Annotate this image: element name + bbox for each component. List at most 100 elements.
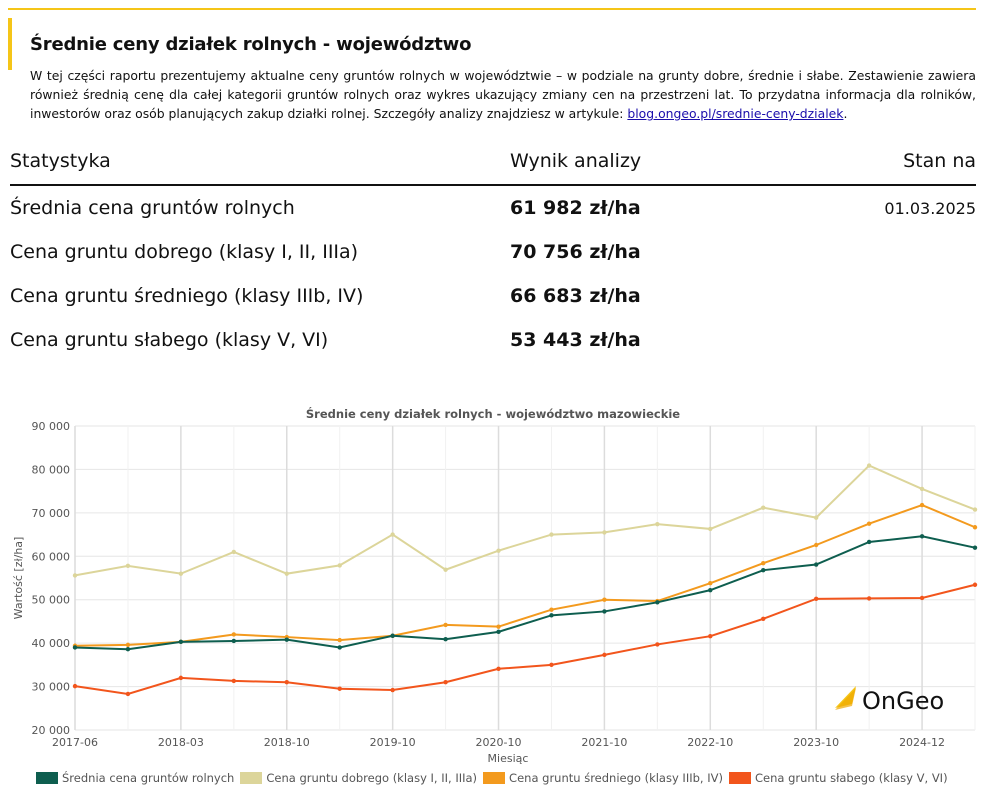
data-point bbox=[72, 645, 78, 650]
data-point bbox=[919, 595, 925, 601]
stat-value: 53 443 zł/ha bbox=[510, 329, 641, 351]
data-point bbox=[496, 629, 501, 635]
x-tick-label: 2018-03 bbox=[158, 736, 204, 749]
data-point bbox=[390, 532, 395, 537]
stat-value: 61 982 zł/ha bbox=[510, 197, 641, 219]
x-tick-label: 2023-10 bbox=[793, 736, 839, 749]
y-tick-label: 30 000 bbox=[32, 681, 71, 694]
ongeo-logo-text: OnGeo bbox=[862, 687, 944, 715]
data-point bbox=[178, 675, 184, 681]
data-point bbox=[866, 521, 872, 526]
data-point bbox=[231, 632, 237, 637]
data-point bbox=[72, 573, 78, 578]
data-point bbox=[602, 652, 607, 658]
data-point bbox=[390, 687, 395, 693]
table-row: Cena gruntu słabego (klasy V, VI) 53 443… bbox=[10, 318, 976, 362]
data-point bbox=[496, 548, 501, 553]
data-point bbox=[655, 521, 660, 527]
header-stan-na: Stan na bbox=[810, 146, 976, 186]
price-line-chart: Średnie ceny działek rolnych - województ… bbox=[12, 406, 978, 765]
data-point bbox=[708, 526, 713, 532]
data-point bbox=[549, 607, 554, 612]
y-tick-label: 90 000 bbox=[32, 420, 71, 433]
data-point bbox=[443, 637, 448, 642]
data-point bbox=[337, 637, 342, 643]
section-header: Średnie ceny działek rolnych - województ… bbox=[8, 18, 976, 122]
data-point bbox=[708, 581, 713, 586]
data-point bbox=[549, 613, 554, 618]
data-point bbox=[337, 686, 342, 691]
data-point bbox=[866, 463, 872, 468]
chart-series bbox=[72, 463, 978, 697]
y-tick-label: 50 000 bbox=[32, 594, 71, 607]
data-point bbox=[761, 567, 766, 573]
data-point bbox=[972, 582, 978, 587]
table-row: Cena gruntu średniego (klasy IIIb, IV) 6… bbox=[10, 274, 976, 318]
data-point bbox=[602, 530, 607, 535]
data-point bbox=[125, 647, 131, 652]
stat-date bbox=[810, 318, 976, 362]
chart-legend: Średnia cena gruntów rolnych Cena gruntu … bbox=[36, 771, 954, 785]
legend-label: Cena gruntu średniego (klasy IIIb, IV) bbox=[509, 771, 723, 785]
data-point bbox=[337, 563, 342, 568]
data-point bbox=[919, 502, 925, 508]
data-point bbox=[72, 683, 78, 689]
y-tick-label: 80 000 bbox=[32, 463, 71, 476]
data-point bbox=[813, 562, 819, 567]
y-axis-label: Wartość [zł/ha] bbox=[12, 537, 25, 620]
stat-date: 01.03.2025 bbox=[884, 198, 976, 218]
stat-value: 70 756 zł/ha bbox=[510, 241, 641, 263]
chart-title: Średnie ceny działek rolnych - województ… bbox=[306, 406, 680, 421]
data-point bbox=[231, 678, 237, 684]
data-point bbox=[655, 600, 660, 605]
stat-date bbox=[810, 274, 976, 318]
data-point bbox=[125, 691, 131, 697]
data-point bbox=[231, 638, 237, 644]
y-tick-label: 60 000 bbox=[32, 550, 71, 563]
stats-header-row: Statystyka Wynik analizy Stan na bbox=[10, 146, 976, 186]
stats-table: Statystyka Wynik analizy Stan na Średnia… bbox=[10, 146, 976, 362]
stat-value: 66 683 zł/ha bbox=[510, 285, 641, 307]
y-tick-label: 40 000 bbox=[32, 637, 71, 650]
article-link[interactable]: blog.ongeo.pl/srednie-ceny-dzialek bbox=[627, 106, 844, 121]
chart-grid bbox=[74, 425, 976, 731]
ongeo-logo: OnGeo bbox=[835, 686, 944, 715]
legend-item[interactable]: Średnia cena gruntów rolnych bbox=[36, 771, 234, 785]
data-point bbox=[549, 662, 554, 668]
legend-item[interactable]: Cena gruntu dobrego (klasy I, II, IIIa) bbox=[240, 771, 477, 785]
x-tick-label: 2018-10 bbox=[264, 736, 310, 749]
y-tick-label: 70 000 bbox=[32, 507, 71, 520]
data-point bbox=[813, 596, 819, 602]
data-point bbox=[972, 545, 978, 550]
data-point bbox=[972, 525, 978, 530]
x-tick-label: 2020-10 bbox=[476, 736, 522, 749]
ongeo-logo-icon-shade bbox=[835, 688, 856, 710]
x-axis-label: Miesiąc bbox=[488, 752, 529, 765]
intro-paragraph: W tej części raportu prezentujemy aktual… bbox=[30, 66, 976, 123]
header-statystyka: Statystyka bbox=[10, 146, 510, 186]
legend-label: Cena gruntu słabego (klasy V, VI) bbox=[754, 771, 948, 785]
x-tick-label: 2017-06 bbox=[52, 736, 98, 749]
legend-item[interactable]: Cena gruntu słabego (klasy V, VI) bbox=[728, 771, 948, 785]
page-title: Średnie ceny działek rolnych - województ… bbox=[30, 34, 472, 55]
legend-label: Średnia cena gruntów rolnych bbox=[62, 771, 235, 785]
data-point bbox=[761, 505, 766, 510]
legend-swatch bbox=[483, 772, 506, 784]
data-point bbox=[284, 571, 289, 576]
stat-label: Cena gruntu dobrego (klasy I, II, IIIa) bbox=[10, 241, 359, 263]
legend-item[interactable]: Cena gruntu średniego (klasy IIIb, IV) bbox=[483, 771, 723, 785]
series-line bbox=[74, 583, 976, 695]
top-accent-rule bbox=[8, 8, 976, 10]
series-line bbox=[74, 535, 976, 651]
stat-label: Cena gruntu słabego (klasy V, VI) bbox=[10, 329, 329, 351]
data-point bbox=[813, 515, 819, 520]
data-point bbox=[549, 532, 554, 537]
data-point bbox=[708, 633, 713, 639]
data-point bbox=[602, 609, 607, 614]
data-point bbox=[602, 597, 607, 602]
series-line bbox=[74, 464, 976, 577]
data-point bbox=[443, 567, 448, 572]
data-point bbox=[284, 637, 289, 642]
x-tick-label: 2024-12 bbox=[899, 736, 945, 749]
x-axis-ticks: 2017-06 2018-03 2018-10 2019-10 2020-10 2021-… bbox=[52, 736, 945, 749]
